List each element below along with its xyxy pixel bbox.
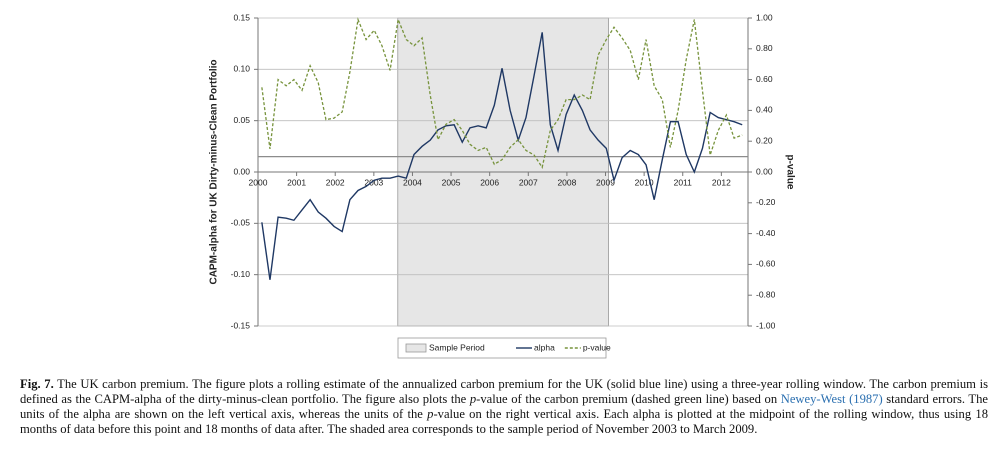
y2-tick-label: -0.20 — [756, 197, 776, 207]
legend-label: p-value — [583, 342, 611, 352]
caption: Fig. 7. The UK carbon premium. The figur… — [20, 377, 988, 437]
y-tick-label: -0.05 — [231, 218, 251, 228]
legend-swatch — [405, 343, 427, 353]
y2-tick-label: -0.60 — [756, 259, 776, 269]
caption-text: standard errors. The units of the alpha … — [20, 392, 988, 421]
y-tick-label: -0.15 — [231, 320, 251, 330]
series-line — [261, 32, 743, 280]
caption-text: -value of the carbon premium (dashed gre… — [476, 392, 781, 406]
y2-tick-label: -0.40 — [756, 228, 776, 238]
caption-text: The UK carbon premium. The figure plots … — [20, 377, 989, 406]
x-tick-label: 2003 — [364, 177, 383, 187]
y-tick-label: 0.15 — [233, 12, 250, 22]
x-tick-label: 2010 — [635, 177, 654, 187]
caption-italic: p — [427, 407, 434, 421]
x-tick-label: 2000 — [249, 177, 268, 187]
y-tick-label: 0.10 — [233, 64, 250, 74]
legend-label: Sample Period — [429, 342, 485, 352]
caption-text: -value on the right vertical axis. Each … — [20, 407, 988, 436]
x-tick-label: 2005 — [442, 177, 461, 187]
legend-box — [397, 337, 607, 359]
x-tick-label: 2011 — [674, 177, 693, 187]
series-line — [261, 17, 743, 170]
caption-italic: p — [469, 392, 477, 406]
x-tick-label: 2007 — [519, 177, 538, 187]
y-axis-label: CAPM-alpha for UK Dirty-minus-Clean Port… — [209, 59, 220, 284]
x-tick-label: 2012 — [712, 177, 731, 187]
y2-tick-label: 0.80 — [756, 43, 773, 53]
caption-label: Fig. 7. — [20, 377, 54, 391]
y2-tick-label: 0.60 — [756, 74, 773, 84]
x-tick-label: 2002 — [326, 177, 345, 187]
x-tick-label: 2009 — [596, 177, 615, 187]
y2-tick-label: -1.00 — [756, 320, 776, 330]
citation-link[interactable]: Newey-West (1987) — [780, 392, 883, 406]
y2-tick-label: 0.20 — [756, 135, 773, 145]
y2-axis-label: p-value — [784, 154, 795, 189]
legend-label: alpha — [534, 342, 555, 352]
x-tick-label: 2004 — [403, 177, 422, 187]
chart: CAPM-alpha for UK Dirty-minus-Clean Port… — [209, 12, 795, 359]
x-tick-label: 2006 — [480, 177, 499, 187]
x-tick-label: 2001 — [287, 177, 306, 187]
y2-tick-label: 0.40 — [756, 105, 773, 115]
y-tick-label: 0.05 — [233, 115, 250, 125]
y2-tick-label: 1.00 — [756, 12, 773, 22]
y2-tick-label: 0.00 — [756, 166, 773, 176]
x-tick-label: 2008 — [557, 177, 576, 187]
y-tick-label: 0.00 — [233, 166, 250, 176]
y2-tick-label: -0.80 — [756, 289, 776, 299]
y-tick-label: -0.10 — [231, 269, 251, 279]
